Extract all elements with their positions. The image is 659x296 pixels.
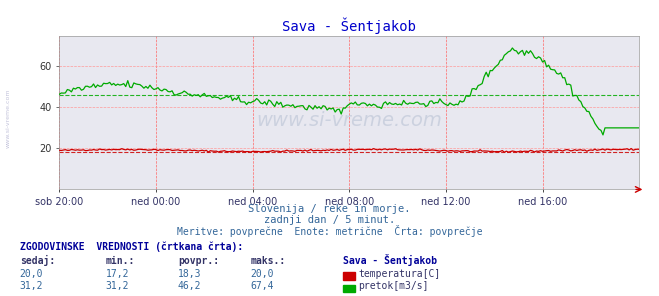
Text: pretok[m3/s]: pretok[m3/s] — [358, 281, 429, 292]
Text: www.si-vreme.com: www.si-vreme.com — [256, 111, 442, 130]
Text: temperatura[C]: temperatura[C] — [358, 269, 441, 279]
Text: 67,4: 67,4 — [250, 281, 274, 292]
Text: sedaj:: sedaj: — [20, 255, 55, 266]
Text: 17,2: 17,2 — [105, 269, 129, 279]
Text: maks.:: maks.: — [250, 256, 285, 266]
Text: povpr.:: povpr.: — [178, 256, 219, 266]
Text: min.:: min.: — [105, 256, 135, 266]
Text: zadnji dan / 5 minut.: zadnji dan / 5 minut. — [264, 215, 395, 226]
Text: 31,2: 31,2 — [20, 281, 43, 292]
Text: 46,2: 46,2 — [178, 281, 202, 292]
Text: Meritve: povprečne  Enote: metrične  Črta: povprečje: Meritve: povprečne Enote: metrične Črta:… — [177, 225, 482, 237]
Text: Sava - Šentjakob: Sava - Šentjakob — [343, 254, 437, 266]
Text: 20,0: 20,0 — [250, 269, 274, 279]
Text: ZGODOVINSKE  VREDNOSTI (črtkana črta):: ZGODOVINSKE VREDNOSTI (črtkana črta): — [20, 242, 243, 252]
Text: Slovenija / reke in morje.: Slovenija / reke in morje. — [248, 204, 411, 214]
Text: 31,2: 31,2 — [105, 281, 129, 292]
Text: www.si-vreme.com: www.si-vreme.com — [5, 89, 11, 148]
Text: 20,0: 20,0 — [20, 269, 43, 279]
Text: 18,3: 18,3 — [178, 269, 202, 279]
Title: Sava - Šentjakob: Sava - Šentjakob — [282, 18, 416, 34]
